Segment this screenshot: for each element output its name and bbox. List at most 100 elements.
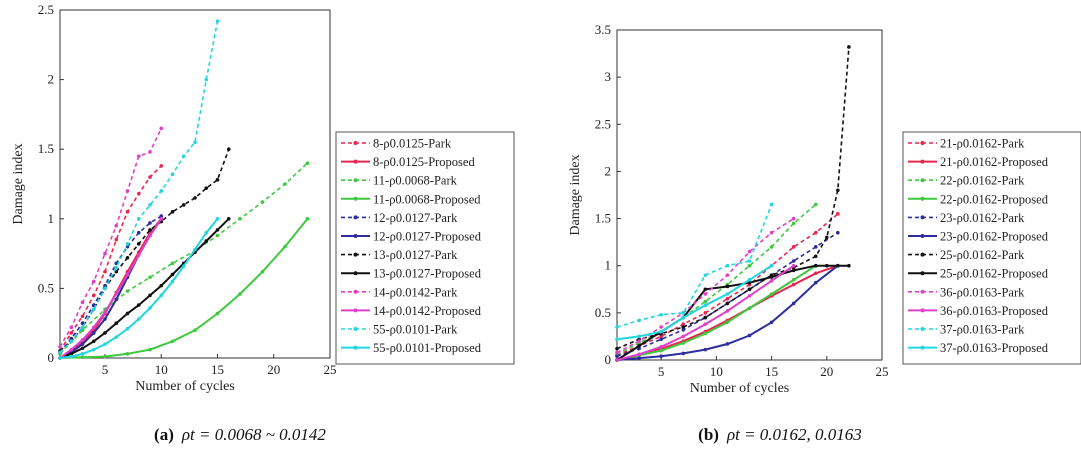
legend-marker — [920, 345, 925, 350]
legend-label: 14-ρ0.0142-Proposed — [373, 304, 482, 318]
data-point — [148, 275, 152, 280]
x-tick-label: 5 — [658, 364, 665, 379]
y-tick-label: 2.5 — [595, 116, 611, 131]
data-point — [103, 317, 107, 321]
data-point — [615, 358, 619, 362]
data-point — [159, 283, 164, 288]
x-tick-label: 20 — [820, 364, 833, 379]
data-point — [114, 292, 119, 296]
data-point — [136, 317, 141, 321]
data-point — [791, 301, 796, 306]
legend-marker — [353, 196, 358, 201]
caption-tag: (b) — [698, 425, 719, 444]
series-line — [59, 215, 162, 353]
legend-marker — [920, 196, 925, 201]
data-point — [725, 292, 730, 296]
y-axis-label: Damage index — [568, 154, 583, 235]
data-point — [103, 310, 107, 314]
legend-label: 23-ρ0.0162-Proposed — [940, 230, 1049, 244]
x-tick-label: 25 — [876, 364, 889, 379]
legend-label: 55-ρ0.0101-Proposed — [373, 341, 482, 355]
data-point — [91, 307, 96, 312]
data-point — [159, 217, 164, 221]
data-point — [283, 244, 287, 249]
y-tick-label: 1.5 — [595, 211, 611, 226]
data-point — [148, 233, 152, 238]
data-point — [681, 315, 686, 320]
data-point — [91, 325, 96, 330]
data-point — [159, 164, 164, 168]
x-axis-label: Number of cycles — [135, 379, 235, 394]
data-point — [813, 254, 818, 259]
x-tick-label: 15 — [211, 362, 224, 377]
data-point — [159, 293, 164, 298]
data-point — [615, 337, 619, 342]
caption-formula: ρt = 0.0162, 0.0163 — [726, 425, 862, 444]
data-point — [836, 188, 840, 193]
legend-label: 12-ρ0.0127-Park — [373, 211, 458, 225]
data-point — [747, 263, 752, 268]
data-point — [125, 289, 130, 293]
data-point — [181, 203, 186, 207]
data-point — [69, 331, 74, 335]
series-line — [616, 264, 773, 341]
data-point — [847, 263, 851, 268]
legend-label: 22-ρ0.0162-Park — [940, 174, 1025, 188]
data-point — [659, 354, 663, 359]
legend-label: 25-ρ0.0162-Proposed — [940, 267, 1049, 281]
data-point — [159, 189, 164, 193]
data-point — [136, 230, 141, 235]
legend-label: 21-ρ0.0162-Proposed — [940, 155, 1049, 169]
legend-marker — [920, 252, 925, 257]
series-line — [59, 218, 163, 359]
legend-label: 13-ρ0.0127-Park — [373, 248, 458, 262]
legend-label: 11-ρ0.0068-Park — [373, 174, 458, 188]
x-tick-label: 5 — [102, 362, 109, 377]
y-tick-label: 2 — [48, 72, 55, 87]
data-point — [204, 230, 209, 235]
y-tick-label: 3.5 — [595, 22, 611, 37]
legend-marker — [353, 215, 358, 220]
data-point — [125, 242, 130, 246]
legend-marker — [920, 178, 925, 183]
y-tick-label: 1.5 — [38, 141, 54, 156]
data-point — [114, 223, 119, 228]
data-point — [681, 311, 686, 315]
data-point — [659, 334, 663, 339]
data-point — [725, 301, 730, 306]
data-point — [637, 318, 641, 323]
data-point — [91, 303, 96, 307]
legend-label: 37-ρ0.0163-Park — [940, 323, 1025, 337]
data-point — [703, 292, 708, 296]
data-point — [148, 293, 152, 298]
data-point — [103, 354, 107, 359]
chart-a: 5 10 15 20 25 0 0.5 1 1.5 2 2.5 Number of cycles Dam… — [11, 2, 515, 444]
x-tick-label: 10 — [710, 364, 723, 379]
legend-label: 13-ρ0.0127-Proposed — [373, 267, 482, 281]
data-point — [136, 303, 141, 307]
y-tick-label: 0.5 — [595, 305, 611, 320]
legend-marker — [920, 215, 925, 220]
data-point — [791, 282, 796, 287]
data-point — [91, 347, 96, 352]
legend-marker — [920, 308, 925, 313]
data-point — [725, 309, 730, 313]
data-point — [125, 210, 130, 214]
legend-marker — [353, 141, 358, 145]
data-point — [836, 212, 840, 216]
data-point — [747, 278, 752, 282]
data-point — [305, 217, 310, 221]
data-point — [769, 275, 774, 279]
data-point — [204, 77, 209, 82]
legend-label: 8-ρ0.0125-Proposed — [373, 155, 475, 169]
caption-tag: (a) — [154, 425, 174, 444]
data-point — [725, 284, 730, 289]
data-point — [69, 347, 74, 352]
data-point — [703, 273, 708, 277]
data-point — [80, 352, 85, 356]
data-point — [125, 189, 130, 193]
y-tick-label: 0 — [48, 350, 55, 365]
legend-marker — [353, 252, 358, 257]
data-point — [615, 346, 619, 351]
